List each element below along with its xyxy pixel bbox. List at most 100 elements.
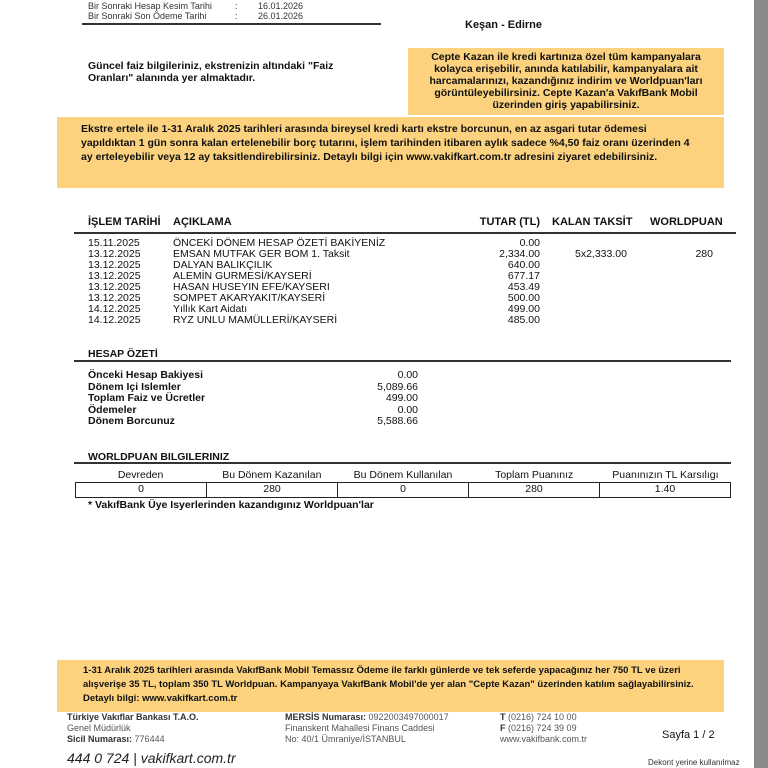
tx-date: 15.11.2025 [88, 237, 140, 249]
label: Bir Sonraki Son Ödeme Tarihi [88, 11, 207, 21]
summary-value: 499.00 [385, 392, 418, 404]
next-cutoff-row: Bir Sonraki Hesap Kesim Tarihi : 16.01.2… [88, 1, 318, 11]
col-description: AÇIKLAMA [173, 216, 232, 228]
tx-amount: 485.00 [507, 314, 540, 326]
table-row: 13.12.2025 EMSAN MUTFAK GER BOM 1. Taksi… [88, 249, 728, 260]
tx-amount: 677.17 [507, 270, 540, 282]
tx-date: 13.12.2025 [88, 248, 141, 260]
cepte-kazan-box: Cepte Kazan ile kredi kartınıza özel tüm… [408, 48, 724, 115]
bank-info: Türkiye Vakıflar Bankası T.A.O. Genel Mü… [67, 712, 199, 745]
wp-value: 280 [469, 483, 600, 497]
scrollbar[interactable] [754, 0, 768, 768]
tx-amount: 453.49 [507, 281, 540, 293]
summary-label: Ödemeler [88, 403, 137, 416]
page-number: Sayfa 1 / 2 [662, 729, 715, 741]
tx-description: Yıllık Kart Aidatı [173, 303, 248, 315]
tx-amount: 640.00 [507, 259, 540, 271]
next-due-row: Bir Sonraki Son Ödeme Tarihi : 26.01.202… [88, 11, 318, 21]
contact-info: T (0216) 724 10 00 F (0216) 724 39 09 ww… [500, 712, 587, 745]
tx-description: DALYAN BALIKÇILIK [173, 259, 273, 271]
col-date: İŞLEM TARİHİ [88, 216, 161, 228]
tx-amount: 500.00 [507, 292, 540, 304]
tx-amount: 499.00 [507, 303, 540, 315]
mersis-label: MERSİS Numarası: [285, 712, 367, 722]
fax: (0216) 724 39 09 [508, 723, 577, 733]
summary-label: Dönem Içi Islemler [88, 380, 181, 393]
campaign-box: 1-31 Aralık 2025 tarihleri arasında Vakı… [57, 660, 724, 712]
tx-date: 13.12.2025 [88, 281, 141, 293]
divider [74, 360, 731, 362]
tx-points: 280 [695, 248, 713, 260]
tx-date: 14.12.2025 [88, 314, 141, 326]
hq: Genel Müdürlük [67, 723, 131, 733]
fax-label: F [500, 723, 506, 733]
ekstre-ertele-box: Ekstre ertele ile 1-31 Aralık 2025 tarih… [57, 117, 724, 188]
summary-value: 0.00 [397, 403, 418, 416]
tx-description: SOMPET AKARYAKIT/KAYSERİ [173, 292, 326, 304]
hotline: 444 0 724 | vakifkart.com.tr [67, 750, 236, 766]
wp-header: Devreden [117, 469, 164, 481]
worldpuan-title: WORLDPUAN BILGILERINIZ [88, 451, 230, 463]
table-row: 14.12.2025 RYZ UNLU MAMÜLLERİ/KAYSERİ 48… [88, 315, 728, 326]
worldpuan-headers: Devreden Bu Dönem Kazanılan Bu Dönem Kul… [75, 469, 731, 481]
tx-description: EMSAN MUTFAK GER BOM 1. Taksit [173, 248, 350, 260]
wp-header: Bu Dönem Kullanılan [353, 469, 453, 481]
label: Bir Sonraki Hesap Kesim Tarihi [88, 1, 212, 11]
tx-date: 13.12.2025 [88, 270, 141, 282]
dekont-note: Dekont yerine kullanılmaz [648, 758, 740, 767]
address-line: No: 40/1 Ümraniye/İSTANBUL [285, 734, 406, 744]
mersis-info: MERSİS Numarası: 0922003497000017 Finans… [285, 712, 449, 745]
tx-description: ALEMİN GURMESİ/KAYSERİ [173, 270, 312, 282]
table-row: 13.12.2025 SOMPET AKARYAKIT/KAYSERİ 500.… [88, 293, 728, 304]
col-points: WORLDPUAN [650, 216, 723, 228]
summary-value: 5,089.66 [377, 380, 418, 393]
divider [82, 23, 381, 25]
divider [74, 462, 731, 464]
summary-value: 0.00 [397, 369, 418, 381]
bank-name: Türkiye Vakıflar Bankası T.A.O. [67, 712, 199, 722]
col-installment: KALAN TAKSİT [552, 216, 633, 228]
tx-amount: 0.00 [519, 237, 540, 249]
tx-amount: 2,334.00 [499, 248, 540, 260]
wp-header: Puanınızın TL Karsılıgı [612, 469, 719, 481]
tel: (0216) 724 10 00 [508, 712, 577, 722]
table-row: 13.12.2025 ALEMİN GURMESİ/KAYSERİ 677.17 [88, 271, 728, 282]
tx-date: 14.12.2025 [88, 303, 141, 315]
table-row: 14.12.2025 Yıllık Kart Aidatı 499.00 [88, 304, 728, 315]
table-row: 13.12.2025 HASAN HUSEYIN EFE/KAYSERI 453… [88, 282, 728, 293]
sicil: 776444 [134, 734, 165, 744]
address-line: Finanskent Mahallesi Finans Caddesi [285, 723, 435, 733]
wp-value: 280 [207, 483, 338, 497]
sicil-label: Sicil Numarası: [67, 734, 133, 744]
tx-description: HASAN HUSEYIN EFE/KAYSERI [173, 281, 330, 293]
summary-value: 5,588.66 [377, 415, 418, 427]
wp-header: Bu Dönem Kazanılan [222, 469, 322, 481]
tx-date: 13.12.2025 [88, 292, 141, 304]
tx-description: ÖNCEKİ DÖNEM HESAP ÖZETİ BAKİYENİZ [173, 237, 386, 249]
divider [74, 232, 736, 234]
tx-description: RYZ UNLU MAMÜLLERİ/KAYSERİ [173, 314, 338, 326]
branch-location: Keşan - Edirne [465, 19, 543, 31]
value: 26.01.2026 [258, 11, 304, 21]
tx-date: 13.12.2025 [88, 259, 141, 271]
summary-label: Toplam Faiz ve Ücretler [88, 392, 206, 404]
tel-label: T [500, 712, 506, 722]
website-link[interactable]: www.vakifbank.com.tr [500, 734, 588, 744]
wp-value: 0 [76, 483, 207, 497]
table-row: 15.11.2025 ÖNCEKİ DÖNEM HESAP ÖZETİ BAKİ… [88, 238, 728, 249]
table-row: 13.12.2025 DALYAN BALIKÇILIK 640.00 [88, 260, 728, 271]
interest-note: Güncel faiz bilgileriniz, ekstrenizin al… [88, 60, 334, 84]
wp-value: 1.40 [654, 483, 676, 495]
summary-label: Önceki Hesap Bakiyesi [88, 369, 203, 381]
value: 16.01.2026 [258, 1, 304, 11]
tx-installment: 5x2,333.00 [575, 248, 627, 260]
wp-value: 0 [338, 483, 469, 497]
sep: : [235, 1, 238, 11]
wp-header: Toplam Puanınız [495, 469, 574, 481]
col-amount: TUTAR (TL) [479, 216, 540, 228]
worldpuan-note: * VakıfBank Üye Isyerlerinden kazandıgın… [88, 499, 374, 511]
sep: : [235, 11, 238, 21]
summary-label: Dönem Borcunuz [88, 415, 175, 427]
worldpuan-values: 0 280 0 280 1.40 [75, 482, 731, 498]
mersis: 0922003497000017 [368, 712, 449, 722]
